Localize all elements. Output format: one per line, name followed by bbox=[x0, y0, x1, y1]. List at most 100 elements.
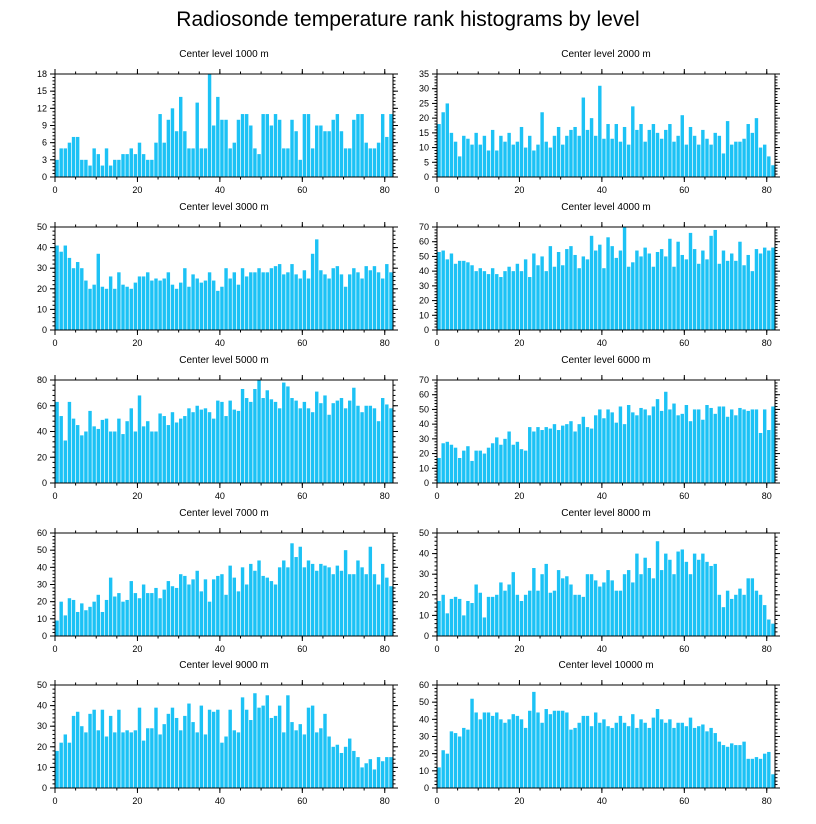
histogram-bar bbox=[356, 757, 360, 788]
histogram-bar bbox=[490, 715, 495, 788]
histogram-bar bbox=[162, 278, 166, 330]
histogram-bar bbox=[684, 405, 689, 483]
histogram-bar bbox=[672, 403, 676, 483]
histogram-bar bbox=[692, 553, 697, 636]
histogram-bar bbox=[364, 142, 368, 177]
histogram-bar bbox=[573, 254, 577, 330]
y-tick-label: 50 bbox=[37, 222, 47, 232]
histogram-bar bbox=[150, 593, 154, 636]
histogram-bar bbox=[672, 266, 676, 330]
histogram-bar bbox=[335, 565, 340, 636]
histogram-bar bbox=[544, 563, 548, 636]
y-tick-label: 60 bbox=[37, 401, 47, 411]
histogram-bar bbox=[376, 272, 381, 330]
histogram-bar bbox=[232, 730, 237, 788]
histogram-bar bbox=[639, 256, 643, 330]
histogram-bar bbox=[639, 124, 643, 177]
histogram-bar bbox=[368, 270, 373, 330]
histogram-bar bbox=[441, 750, 445, 788]
histogram-bar bbox=[216, 96, 220, 177]
histogram-bar bbox=[474, 450, 478, 483]
histogram-bar bbox=[680, 254, 684, 330]
histogram-bar bbox=[482, 712, 487, 788]
histogram-bar bbox=[364, 405, 368, 483]
histogram-bar bbox=[680, 413, 684, 483]
histogram-bar bbox=[643, 141, 647, 177]
histogram-bar bbox=[449, 132, 454, 177]
panel-title: Center level 2000 m bbox=[561, 49, 651, 60]
histogram-bar bbox=[556, 126, 561, 177]
histogram-bar bbox=[257, 268, 261, 330]
histogram-bar bbox=[523, 259, 528, 330]
histogram-bar bbox=[767, 250, 771, 330]
histogram-bar bbox=[540, 430, 544, 483]
histogram-bar bbox=[664, 553, 668, 636]
histogram-bar bbox=[503, 271, 507, 330]
histogram-bar bbox=[315, 125, 319, 177]
histogram-bar bbox=[758, 432, 763, 483]
histogram-bar bbox=[664, 129, 668, 177]
x-tick-label: 80 bbox=[762, 338, 772, 348]
histogram-bar bbox=[573, 594, 577, 636]
histogram-bar bbox=[622, 227, 627, 330]
histogram-bar bbox=[117, 418, 121, 484]
histogram-bar bbox=[199, 148, 204, 177]
histogram-bar bbox=[162, 589, 166, 636]
histogram-bar bbox=[486, 274, 491, 330]
histogram-bar bbox=[593, 712, 598, 788]
histogram-bar bbox=[265, 695, 269, 788]
histogram-bar bbox=[75, 611, 80, 636]
x-tick-label: 20 bbox=[132, 185, 142, 195]
histogram-bar bbox=[306, 278, 311, 330]
histogram-bar bbox=[437, 600, 441, 636]
histogram-bar bbox=[631, 262, 635, 330]
histogram-bar bbox=[286, 272, 290, 330]
histogram-bar bbox=[352, 750, 356, 788]
x-tick-label: 60 bbox=[297, 185, 307, 195]
histogram-bar bbox=[515, 141, 520, 177]
histogram-bar bbox=[655, 399, 660, 483]
histogram-bar bbox=[507, 132, 511, 177]
histogram-bar bbox=[343, 148, 348, 177]
histogram-bar bbox=[236, 410, 241, 483]
histogram-bar bbox=[166, 425, 171, 483]
histogram-bar bbox=[614, 590, 619, 636]
histogram-bar bbox=[323, 565, 327, 636]
histogram-bar bbox=[515, 594, 520, 636]
x-tick-label: 0 bbox=[52, 185, 57, 195]
histogram-bar bbox=[232, 409, 237, 483]
histogram-bar bbox=[232, 577, 237, 636]
histogram-panel-8: Center level 8000 m 0 10 20 30 40 50 0 20 40 60 80 bbox=[419, 508, 780, 654]
x-tick-label: 60 bbox=[679, 338, 689, 348]
histogram-bar bbox=[224, 119, 228, 177]
histogram-bar bbox=[503, 141, 507, 177]
histogram-bar bbox=[569, 729, 573, 788]
histogram-bar bbox=[746, 254, 750, 330]
histogram-bar bbox=[158, 413, 162, 483]
histogram-bar bbox=[709, 407, 713, 483]
histogram-bar bbox=[339, 398, 344, 483]
histogram-bar bbox=[249, 125, 253, 177]
histogram-bar bbox=[738, 745, 742, 788]
histogram-bar bbox=[721, 745, 726, 788]
histogram-bar bbox=[315, 570, 319, 636]
histogram-bar bbox=[453, 596, 458, 636]
histogram-bar bbox=[606, 570, 610, 636]
y-tick-label: 9 bbox=[42, 121, 47, 131]
histogram-bar bbox=[88, 410, 92, 483]
histogram-bar bbox=[228, 278, 232, 330]
histogram-bar bbox=[692, 249, 697, 330]
histogram-bar bbox=[750, 271, 755, 330]
histogram-bar bbox=[129, 581, 133, 636]
histogram-bar bbox=[462, 615, 466, 636]
histogram-bar bbox=[113, 596, 117, 636]
histogram-bar bbox=[269, 399, 274, 483]
histogram-bar bbox=[75, 711, 80, 788]
histogram-bar bbox=[614, 257, 619, 330]
histogram-bar bbox=[228, 709, 232, 788]
histogram-bar bbox=[519, 271, 524, 330]
panel-title: Center level 10000 m bbox=[558, 660, 653, 671]
histogram-bar bbox=[688, 717, 693, 788]
histogram-bar bbox=[174, 587, 179, 636]
histogram-bar bbox=[84, 159, 88, 177]
